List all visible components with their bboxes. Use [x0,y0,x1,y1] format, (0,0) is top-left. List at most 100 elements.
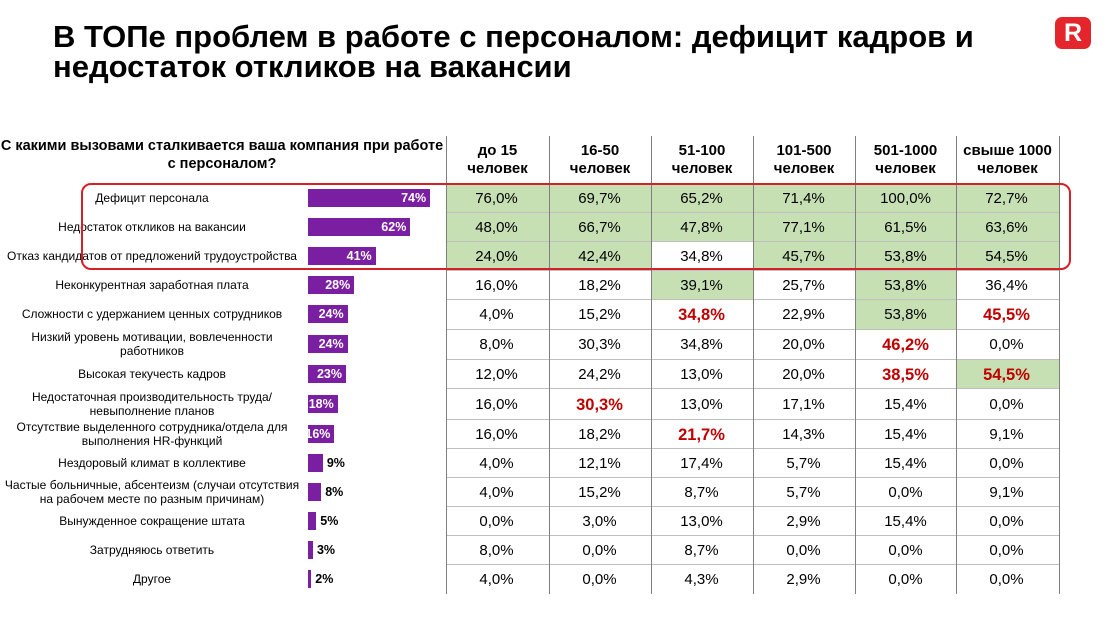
table-cell: 0,0% [989,571,1024,588]
column-header: 101-500 человек [773,142,835,177]
table-cell: 2,9% [786,512,821,530]
highlighted-cell-bg [856,184,956,212]
table-cell: 4,0% [479,306,514,323]
highlighted-cell-bg [957,213,1059,241]
row-divider [446,535,1059,536]
table-cell: 16,0% [475,276,518,294]
highlighted-cell-bg [754,184,855,212]
category-label: Неконкурентная заработная плата [55,277,249,292]
table-cell: 16,0% [475,425,518,443]
table-cell: 24,0% [475,247,518,265]
table-cell: 17,4% [680,454,723,472]
column-divider [1059,136,1060,594]
highlighted-cell-bg [447,213,549,241]
row-divider [446,359,1059,360]
table-cell: 54,5% [985,247,1028,265]
chart-question: С какими вызовами сталкивается ваша комп… [0,138,444,172]
bar [308,570,312,588]
table-cell: 0,0% [989,512,1024,530]
row-divider [446,329,1059,330]
bar [308,424,335,443]
table-cell: 15,4% [884,425,927,443]
table-cell: 21,7% [678,425,725,444]
table-cell: 20,0% [782,365,825,383]
bar [308,335,348,353]
table-cell: 20,0% [782,336,825,353]
highlighted-cell-bg [447,242,549,270]
bar [308,511,317,530]
table-cell: 8,7% [684,483,719,501]
table-cell: 15,2% [578,306,621,323]
table-cell: 18,2% [578,425,621,443]
table-cell: 0,0% [888,483,923,501]
table-cell: 14,3% [782,425,825,443]
bar-value-label: 23% [316,366,342,381]
table-cell: 0,0% [989,541,1024,559]
highlighted-cell-bg [550,184,651,212]
table-cell: 30,3% [576,395,623,414]
table-cell: 0,0% [582,541,617,559]
column-header: 501-1000 человек [873,142,938,177]
bar [308,482,322,501]
bar-value-label: 3% [316,542,336,557]
table-cell: 77,1% [782,218,825,236]
table-cell: 61,5% [884,218,927,236]
table-cell: 0,0% [989,454,1024,472]
table-cell: 9,1% [989,483,1024,501]
column-divider [753,136,754,594]
column-divider [549,136,550,594]
category-label: Недостаточная производительность труда/н… [31,389,272,418]
bar-value-label: 9% [326,455,345,470]
table-cell: 15,4% [884,512,927,530]
table-cell: 5,7% [786,454,821,472]
bar [308,217,411,236]
highlighted-cell-bg [856,213,956,241]
table-cell: 39,1% [680,276,723,294]
table-cell: 0,0% [888,571,923,588]
table-cell: 53,8% [884,247,927,265]
bar-value-label: 24% [318,337,344,351]
table-cell: 47,8% [680,218,723,236]
table-cell: 0,0% [479,512,514,530]
row-divider [446,270,1059,271]
category-label: Затрудняюсь ответить [89,542,215,557]
category-label: Сложности с удержанием ценных сотруднико… [21,307,283,321]
bar-value-label: 62% [381,219,407,234]
row-divider [446,564,1059,565]
table-cell: 24,2% [578,365,621,383]
category-label: Высокая текучесть кадров [78,366,226,381]
bar [308,275,355,294]
highlighted-cell-bg [652,271,753,299]
highlighted-cell-bg [856,271,956,299]
column-divider [956,136,957,594]
table-cell: 34,8% [680,336,723,353]
page-title: В ТОПе проблем в работе с персоналом: де… [53,19,974,84]
bar-value-label: 2% [315,572,334,586]
highlighted-cell-bg [856,242,956,270]
category-label: Другое [132,572,172,586]
table-cell: 25,7% [782,276,825,294]
bar [308,246,376,265]
bar-value-label: 16% [305,426,331,441]
table-cell: 4,0% [479,454,514,472]
table-cell: 2,9% [786,571,821,588]
category-label: Низкий уровень мотивации, вовлеченности … [31,330,273,358]
category-label: Вынужденное сокращение штата [59,513,245,528]
table-cell: 38,5% [882,365,929,384]
highlighted-cell-bg [652,184,753,212]
category-label: Нездоровый климат в коллективе [58,455,246,470]
table-cell: 13,0% [680,365,723,383]
table-cell: 71,4% [782,189,825,207]
table-cell: 17,1% [782,395,825,413]
table-cell: 18,2% [578,276,621,294]
table-cell: 0,0% [989,336,1024,353]
highlighted-cell-bg [957,184,1059,212]
bar [308,540,313,559]
table-cell: 100,0% [880,189,931,207]
table-cell: 36,4% [985,276,1028,294]
table-cell: 72,7% [985,189,1028,207]
table-cell: 4,0% [479,483,514,501]
row-divider [446,477,1059,478]
table-cell: 45,5% [983,306,1030,324]
bar-value-label: 8% [325,484,344,499]
